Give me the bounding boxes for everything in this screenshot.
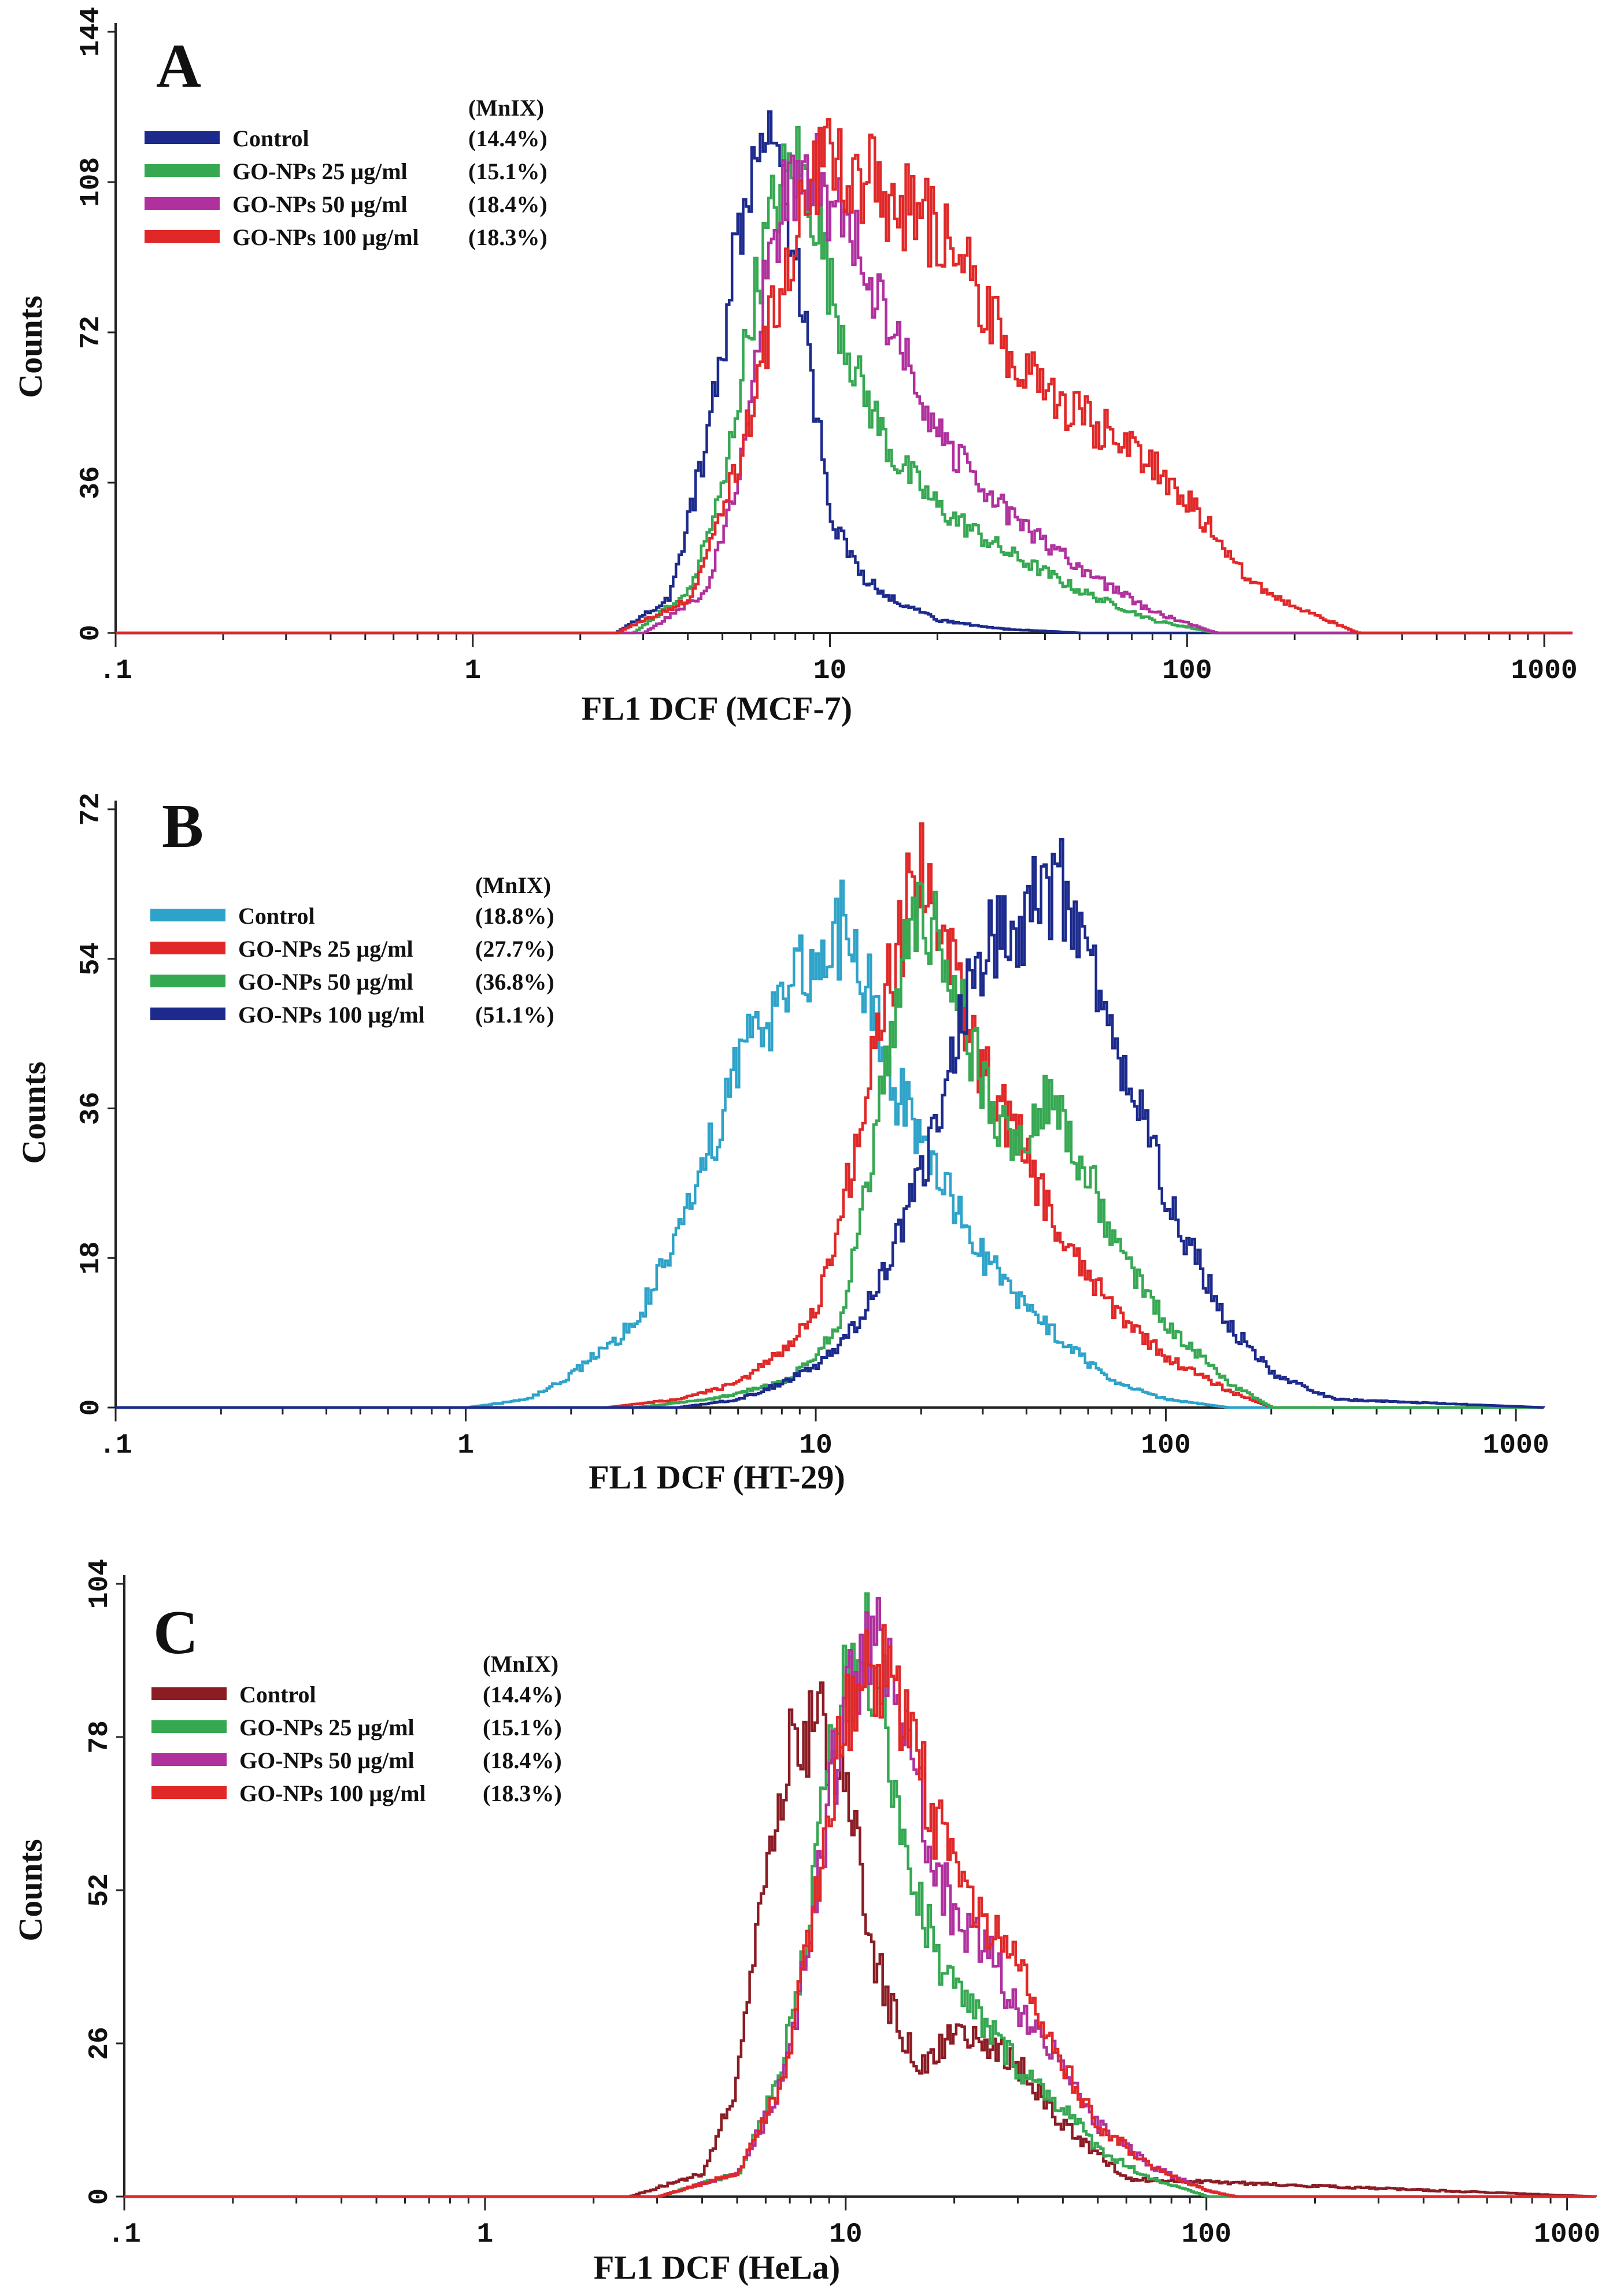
legend-label: Control [232,125,309,151]
y-tick-label: 144 [76,7,107,57]
y-tick-label: 104 [84,1559,116,1609]
legend-label: GO-NPs 100 μg/ml [238,1002,425,1028]
x-tick-label: 10 [813,656,847,687]
series-line-1 [116,822,1544,1409]
panel-label: C [153,1598,198,1667]
x-tick-label: 1 [476,2219,493,2250]
legend-value: (14.4%) [483,1682,562,1708]
y-tick-label: 0 [76,625,107,642]
x-tick-label: 1 [464,656,481,687]
y-tick-label: 18 [76,1241,107,1275]
y-tick-label: 72 [76,316,107,349]
x-tick-label: 100 [1181,2219,1231,2250]
panel-a: A Counts FL1 DCF (MCF-7) (MnIX) .1 1 10 100… [12,7,1578,727]
y-tick-label: 0 [76,1399,107,1416]
y-axis-title: Counts [12,1839,49,1941]
x-axis-title: FL1 DCF (HeLa) [594,2249,840,2286]
x-tick-label: .1 [99,656,132,687]
x-tick-label: 10 [799,1430,833,1461]
legend-label: GO-NPs 50 μg/ml [239,1747,415,1773]
legend-label: GO-NPs 100 μg/ml [239,1780,426,1806]
legend-label: GO-NPs 25 μg/ml [239,1714,415,1740]
legend-value: (51.1%) [475,1002,554,1028]
x-axis-title: FL1 DCF (HT-29) [589,1458,845,1496]
x-tick-label: .1 [108,2219,141,2250]
legend-swatch [150,909,225,921]
series-line-3 [116,838,1545,1409]
legend-value: (18.4%) [468,191,547,217]
legend-value: (18.3%) [483,1780,562,1806]
legend-swatch [145,131,220,144]
legend-label: GO-NPs 25 μg/ml [232,158,408,184]
x-tick-label: 100 [1141,1430,1190,1461]
legend-swatch [150,942,225,954]
legend-label: Control [238,903,315,929]
legend-swatch [150,1008,225,1020]
panel-label: A [156,32,201,101]
legend-label: Control [239,1682,316,1708]
legend-swatch [145,164,220,177]
series-line-3 [124,1624,1596,2198]
legend-value: (14.4%) [468,125,547,151]
y-tick-label: 36 [76,466,107,499]
legend-swatch [145,230,220,243]
y-tick-label: 108 [76,157,107,207]
panel-c: C Counts FL1 DCF (HeLa) (MnIX) .1 1 10 100 1… [12,1559,1600,2286]
y-tick-label: 54 [76,942,107,976]
legend-value: (18.8%) [475,903,554,929]
series-line-0 [116,110,1573,635]
legend-label: GO-NPs 50 μg/ml [238,969,413,995]
legend-label: GO-NPs 25 μg/ml [238,936,413,962]
y-tick-label: 52 [84,1873,116,1907]
y-tick-label: 0 [84,2188,116,2205]
legend-value: (15.1%) [468,158,547,184]
y-tick-label: 72 [76,793,107,826]
x-tick-label: 1 [457,1430,474,1461]
x-tick-label: 1000 [1534,2219,1600,2250]
legend-label: GO-NPs 50 μg/ml [232,191,408,217]
legend-header: (MnIX) [483,1651,558,1677]
y-tick-label: 26 [84,2027,116,2060]
x-axis-title: FL1 DCF (MCF-7) [582,690,852,727]
legend-label: GO-NPs 100 μg/ml [232,224,419,250]
y-tick-label: 78 [84,1720,116,1754]
legend-swatch [151,1753,227,1766]
legend-value: (27.7%) [475,936,554,962]
legend-swatch [151,1687,227,1700]
x-tick-label: .1 [99,1430,132,1461]
legend-swatch [145,197,220,210]
panel-b: B Counts FL1 DCF (HT-29) (MnIX) .1 1 10 100… [15,792,1549,1496]
x-tick-label: 1000 [1511,656,1577,687]
x-tick-label: 100 [1162,656,1212,687]
y-tick-label: 36 [76,1092,107,1125]
x-tick-label: 10 [829,2219,863,2250]
legend-value: (15.1%) [483,1714,562,1740]
legend-header: (MnIX) [468,95,544,121]
legend-value: (18.4%) [483,1747,562,1773]
legend-swatch [150,975,225,987]
x-tick-label: 1000 [1482,1430,1549,1461]
legend-swatch [151,1786,227,1799]
panel-label: B [162,792,204,861]
legend-swatch [151,1720,227,1733]
y-axis-title: Counts [15,1061,53,1164]
legend-value: (36.8%) [475,969,554,995]
legend-header: (MnIX) [475,872,551,898]
legend-value: (18.3%) [468,224,547,250]
series-line-3 [116,118,1573,635]
y-axis-title: Counts [12,295,49,398]
